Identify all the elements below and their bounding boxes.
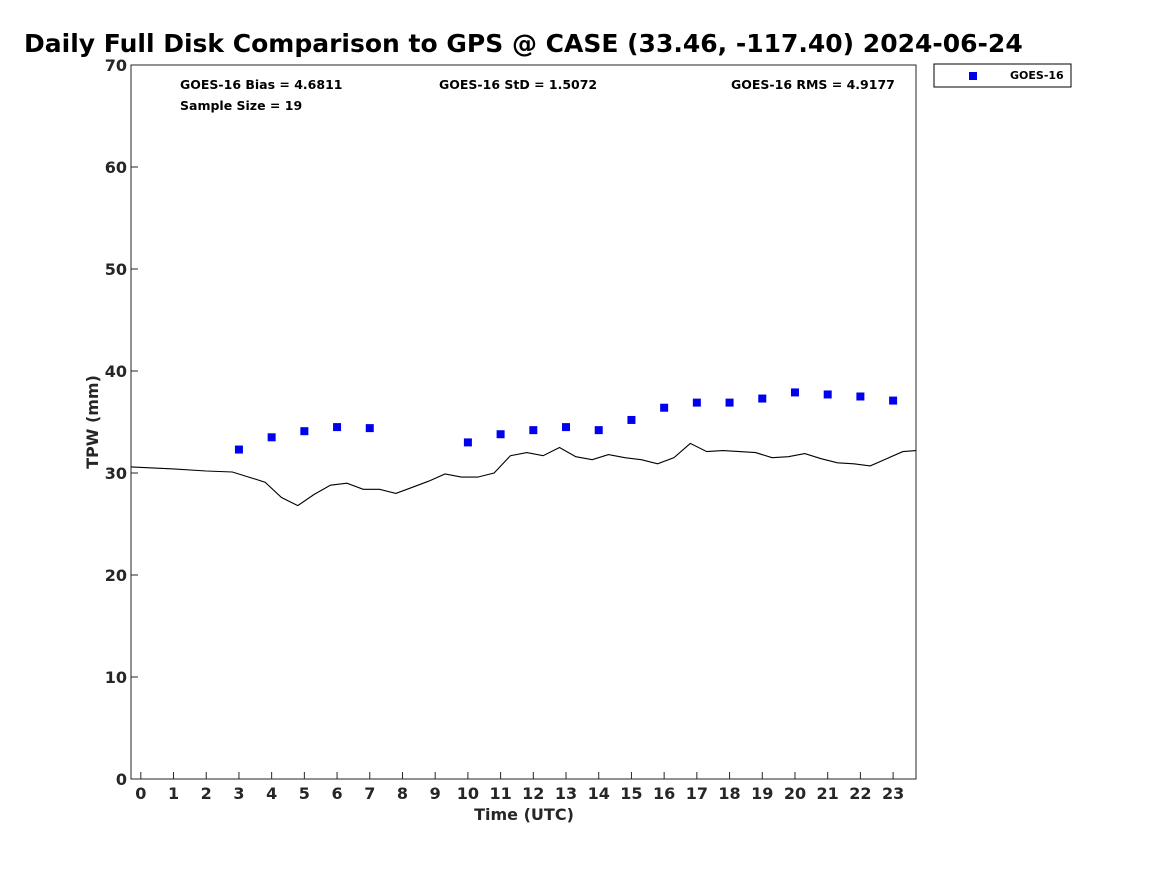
goes16-point bbox=[365, 424, 374, 433]
x-tick-label: 15 bbox=[620, 784, 642, 803]
plot-frame bbox=[130, 64, 917, 780]
goes16-point bbox=[660, 403, 669, 412]
goes16-point bbox=[889, 396, 898, 405]
x-tick-label: 12 bbox=[522, 784, 544, 803]
x-axis-label: Time (UTC) bbox=[474, 805, 574, 824]
x-tick-label: 23 bbox=[882, 784, 904, 803]
goes16-point bbox=[529, 426, 538, 435]
y-tick-label: 30 bbox=[105, 464, 127, 483]
goes16-point bbox=[758, 394, 767, 403]
goes16-point bbox=[496, 430, 505, 439]
goes16-point bbox=[790, 388, 799, 397]
x-tick-label: 2 bbox=[201, 784, 212, 803]
y-tick-label: 20 bbox=[105, 566, 127, 585]
x-tick-label: 18 bbox=[718, 784, 740, 803]
x-tick-label: 14 bbox=[588, 784, 610, 803]
x-tick-label: 21 bbox=[817, 784, 839, 803]
x-tick-label: 4 bbox=[266, 784, 277, 803]
x-tick-label: 9 bbox=[430, 784, 441, 803]
x-tick-label: 5 bbox=[299, 784, 310, 803]
y-tick-label: 10 bbox=[105, 668, 127, 687]
goes16-point bbox=[856, 392, 865, 401]
x-tick-label: 16 bbox=[653, 784, 675, 803]
y-axis-label: TPW (mm) bbox=[83, 375, 102, 469]
x-tick-label: 6 bbox=[331, 784, 342, 803]
y-tick-label: 60 bbox=[105, 158, 127, 177]
goes16-point bbox=[234, 445, 243, 454]
x-tick-label: 1 bbox=[168, 784, 179, 803]
legend-marker-goes16 bbox=[969, 72, 977, 80]
x-tick-label: 19 bbox=[751, 784, 773, 803]
y-tick-label: 50 bbox=[105, 260, 127, 279]
goes16-point bbox=[594, 426, 603, 435]
goes16-point bbox=[725, 398, 734, 407]
legend-box bbox=[933, 63, 1072, 88]
x-tick-label: 11 bbox=[489, 784, 511, 803]
goes16-point bbox=[562, 423, 571, 432]
x-tick-label: 22 bbox=[849, 784, 871, 803]
x-tick-label: 17 bbox=[686, 784, 708, 803]
stat-bias: GOES-16 Bias = 4.6811 bbox=[180, 77, 342, 92]
goes16-point bbox=[692, 398, 701, 407]
y-tick-label: 70 bbox=[105, 56, 127, 75]
x-tick-label: 10 bbox=[457, 784, 479, 803]
legend-label-goes16: GOES-16 bbox=[1010, 69, 1064, 82]
goes16-point bbox=[300, 427, 309, 436]
goes16-point bbox=[267, 433, 276, 442]
goes16-point bbox=[463, 438, 472, 447]
chart-title: Daily Full Disk Comparison to GPS @ CASE… bbox=[24, 29, 1023, 58]
x-tick-label: 0 bbox=[135, 784, 146, 803]
x-tick-label: 8 bbox=[397, 784, 408, 803]
stat-std: GOES-16 StD = 1.5072 bbox=[439, 77, 597, 92]
x-tick-label: 3 bbox=[233, 784, 244, 803]
goes16-point bbox=[333, 423, 342, 432]
y-tick-label: 40 bbox=[105, 362, 127, 381]
x-tick-label: 13 bbox=[555, 784, 577, 803]
goes16-point bbox=[627, 415, 636, 424]
x-tick-label: 7 bbox=[364, 784, 375, 803]
stat-sample-size: Sample Size = 19 bbox=[180, 98, 302, 113]
x-tick-label: 20 bbox=[784, 784, 806, 803]
goes16-point bbox=[823, 390, 832, 399]
gps-tpw-line bbox=[130, 442, 917, 507]
y-tick-label: 0 bbox=[116, 770, 127, 789]
stat-rms: GOES-16 RMS = 4.9177 bbox=[731, 77, 895, 92]
legend: GOES-16 bbox=[933, 63, 1072, 88]
